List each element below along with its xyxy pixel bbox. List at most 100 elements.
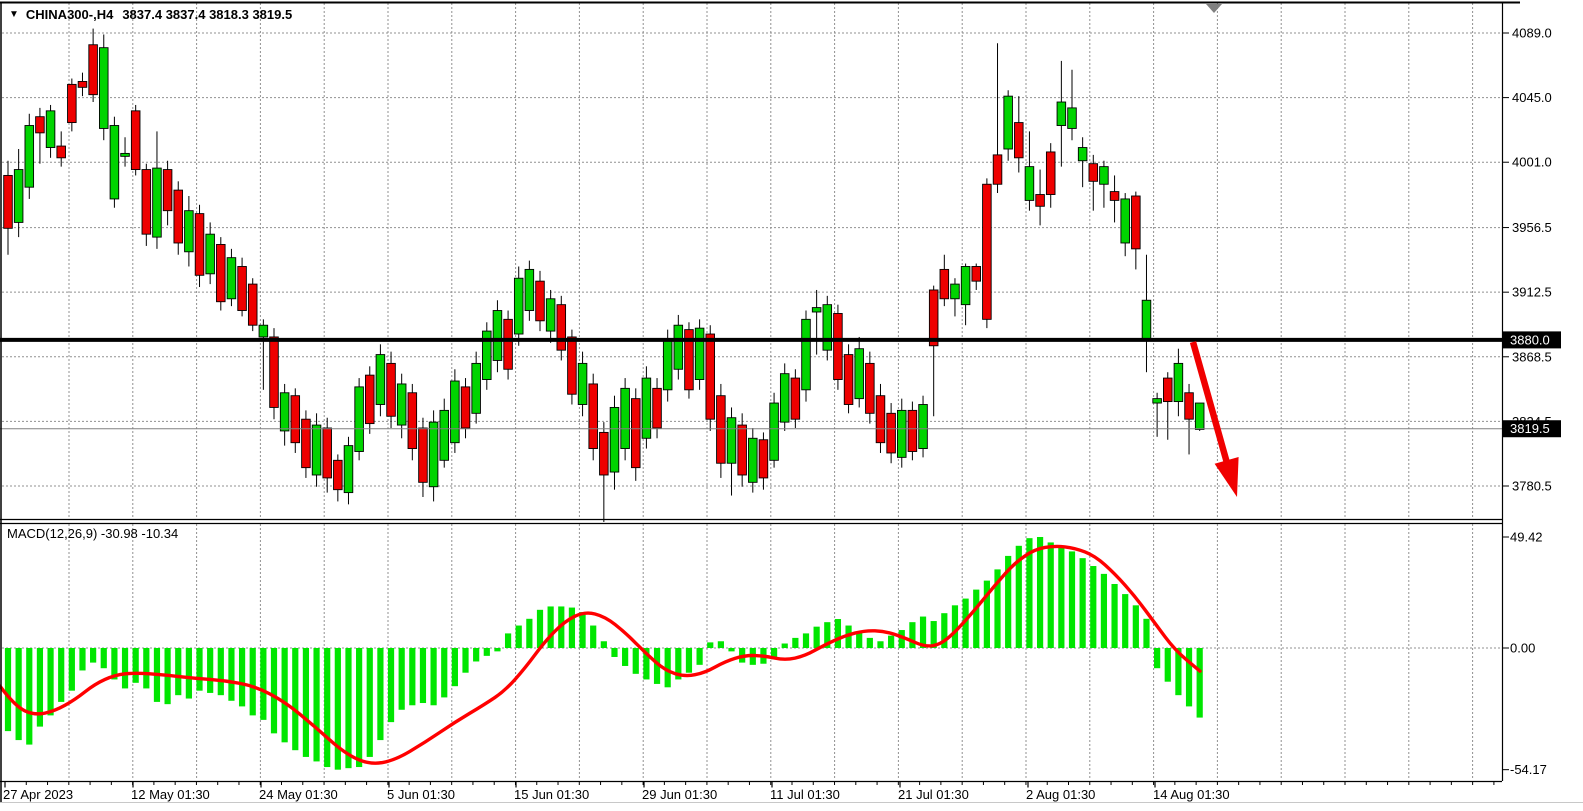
macd-bar (90, 648, 97, 663)
macd-bar (387, 648, 395, 723)
macd-bar (100, 648, 107, 669)
macd-bar (175, 648, 182, 696)
bull-candle (854, 348, 864, 400)
bear-candle (535, 280, 545, 322)
bull-candle (482, 330, 492, 380)
trend-arrow[interactable] (1189, 341, 1239, 497)
macd-bar (143, 648, 150, 689)
macd-bar (866, 637, 873, 648)
macd-bar (994, 569, 1001, 648)
time-axis-label: 29 Jun 01:30 (642, 787, 717, 802)
macd-bar (717, 641, 724, 648)
macd-bar (1122, 594, 1129, 648)
macd-bar (1196, 648, 1203, 718)
macd-bar (121, 648, 129, 689)
macd-bar (1047, 542, 1054, 648)
candles (3, 28, 1205, 522)
bull-candle (779, 373, 790, 423)
macd-bar (675, 648, 682, 680)
bull-candle (1152, 398, 1162, 404)
bear-candle (247, 283, 258, 326)
macd-axis-label: 49.42 (1510, 529, 1543, 544)
bull-candle (662, 339, 673, 391)
price-axis[interactable]: 4089.04045.04001.03956.53912.53868.53824… (1502, 26, 1561, 494)
bear-candle (1035, 194, 1045, 207)
bull-candle (439, 409, 449, 461)
bear-candle (162, 169, 173, 212)
macd-bar (451, 648, 458, 687)
macd-signal-line[interactable] (0, 544, 1202, 765)
price-tag-label: 3819.5 (1510, 421, 1550, 436)
bear-candle (407, 392, 418, 450)
macd-bar (653, 648, 661, 684)
symbol-timeframe-label: CHINA300-,H4 (25, 7, 114, 22)
macd-bar (898, 630, 905, 648)
macd-bar (260, 648, 267, 720)
bull-candle (1194, 402, 1205, 430)
macd-bar (1111, 583, 1118, 648)
bear-candle (588, 383, 598, 450)
macd-bar (1175, 648, 1182, 696)
bull-candle (396, 383, 407, 426)
scroll-to-end-marker[interactable] (1206, 4, 1222, 13)
bear-candle (290, 395, 301, 444)
bull-candle (375, 354, 386, 405)
macd-bar (664, 648, 671, 688)
bear-candle (194, 213, 205, 276)
macd-bar (919, 616, 927, 648)
bull-candle (450, 380, 460, 444)
bear-candle (1131, 195, 1141, 250)
bull-candle (120, 152, 130, 157)
macd-bar (1036, 536, 1044, 648)
macd-bar (504, 633, 512, 648)
time-axis-label: 11 Jul 01:30 (770, 787, 840, 802)
macd-bar (441, 648, 448, 698)
bull-candle (673, 324, 684, 370)
price-axis-label: 3868.5 (1512, 349, 1552, 364)
macd-bar (302, 648, 310, 757)
macd-bar (270, 648, 278, 734)
bear-candle (88, 44, 98, 96)
macd-bar (313, 648, 320, 762)
bear-candle (1045, 151, 1056, 195)
bull-candle (609, 406, 620, 473)
macd-bar (334, 648, 341, 770)
bull-candle (1003, 95, 1013, 150)
macd-bar (483, 648, 490, 656)
bear-candle (684, 329, 694, 391)
bull-candle (524, 268, 535, 311)
price-tag-label: 3880.0 (1510, 332, 1550, 347)
bear-candle (1014, 122, 1024, 159)
bull-candle (226, 257, 237, 300)
bull-candle (811, 307, 822, 313)
price-axis-label: 4045.0 (1512, 90, 1552, 105)
price-axis-label: 4001.0 (1512, 155, 1552, 170)
price-axis-label: 3780.5 (1512, 479, 1552, 494)
macd-bar (1100, 573, 1108, 648)
bear-candle (716, 395, 726, 464)
macd-bar (834, 619, 842, 648)
macd-bar (579, 612, 586, 648)
bull-candle (513, 277, 524, 335)
macd-bar (1015, 545, 1022, 648)
macd-bar (973, 589, 980, 648)
bear-candle (77, 81, 88, 88)
macd-bar (685, 648, 693, 673)
macd-bar (58, 648, 65, 702)
bull-candle (726, 417, 737, 464)
bear-candle (865, 362, 875, 414)
bull-candle (471, 362, 481, 414)
symbol-dropdown-icon[interactable]: ▼ (9, 9, 19, 20)
macd-bar (728, 648, 735, 652)
time-axis[interactable]: 27 Apr 2023 12 May 01:30 24 May 01:30 5 Jun… (3, 781, 1495, 802)
macd-bar (877, 641, 884, 648)
macd-bar (473, 648, 480, 662)
bear-candle (599, 431, 609, 476)
bear-candle (928, 289, 939, 347)
bear-candle (1109, 191, 1120, 201)
time-axis-label: 24 May 01:30 (259, 787, 338, 802)
macd-axis[interactable]: 49.42 0.00 -54.17 (1502, 529, 1547, 777)
bull-candle (152, 167, 162, 238)
